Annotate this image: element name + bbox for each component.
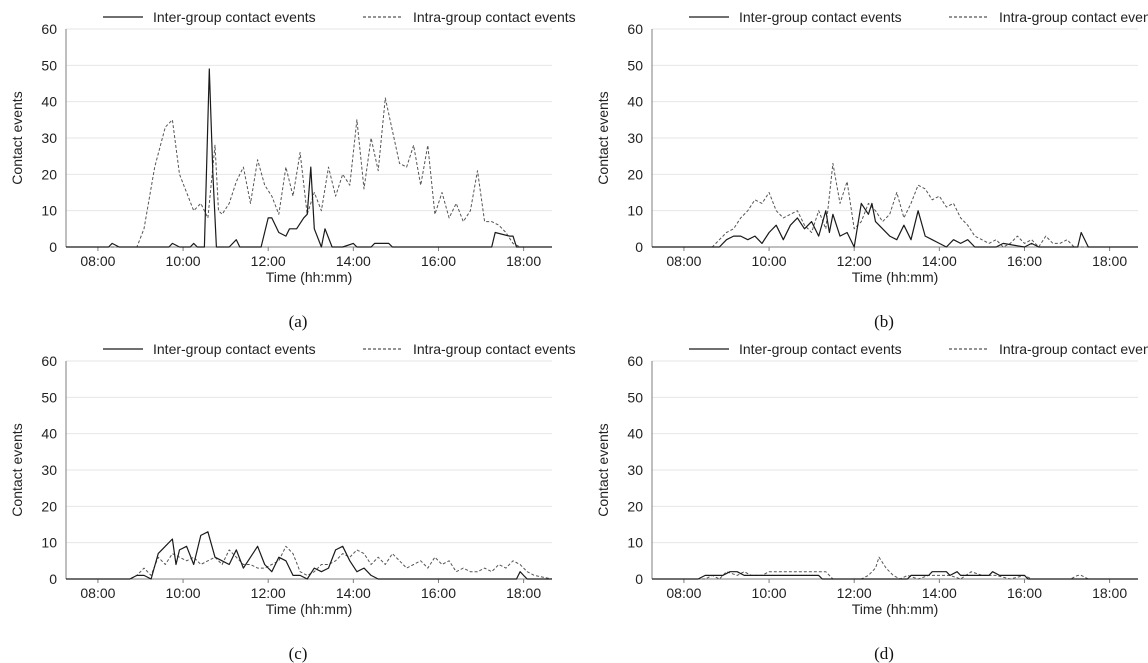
x-tick-label: 16:00: [421, 585, 456, 601]
y-tick-label: 0: [635, 239, 643, 255]
y-tick-label: 30: [41, 462, 57, 478]
x-tick-label: 12:00: [837, 585, 872, 601]
legend-label-inter: Inter-group contact events: [739, 9, 902, 25]
y-axis-label: Contact events: [9, 91, 25, 184]
panel-label: (b): [874, 312, 894, 331]
intra-group-series-line: [652, 162, 1138, 248]
x-tick-label: 14:00: [922, 253, 957, 269]
y-tick-label: 30: [627, 462, 643, 478]
x-axis-label: Time (hh:mm): [852, 269, 939, 285]
legend-label-inter: Inter-group contact events: [153, 341, 316, 357]
legend-label-inter: Inter-group contact events: [739, 341, 902, 357]
x-axis-label: Time (hh:mm): [266, 601, 353, 617]
y-tick-label: 60: [627, 353, 643, 369]
intra-group-series-line: [66, 545, 553, 580]
y-axis-label: Contact events: [595, 91, 611, 184]
legend-label-intra: Intra-group contact events: [999, 9, 1148, 25]
y-tick-label: 10: [41, 535, 57, 551]
x-tick-label: 18:00: [1092, 585, 1127, 601]
x-tick-label: 12:00: [837, 253, 872, 269]
chart-panel: 0 10 20 30 40 50 60 08:00 10:00 12:00 14:00 16:00 18…: [595, 341, 1148, 663]
y-tick-label: 20: [627, 498, 643, 514]
x-tick-label: 10:00: [166, 585, 201, 601]
y-tick-label: 60: [41, 353, 57, 369]
panel-label: (d): [874, 644, 894, 663]
x-tick-label: 08:00: [666, 253, 701, 269]
y-tick-label: 40: [41, 426, 57, 442]
x-tick-label: 10:00: [752, 253, 787, 269]
x-tick-label: 18:00: [1092, 253, 1127, 269]
x-tick-label: 16:00: [421, 253, 456, 269]
x-tick-label: 14:00: [922, 585, 957, 601]
x-tick-label: 12:00: [251, 585, 286, 601]
y-tick-label: 10: [627, 203, 643, 219]
legend-label-inter: Inter-group contact events: [153, 9, 316, 25]
y-tick-label: 20: [41, 166, 57, 182]
inter-group-series-line: [66, 531, 552, 580]
x-tick-label: 14:00: [336, 585, 371, 601]
y-axis-label: Contact events: [9, 423, 25, 516]
y-tick-label: 50: [41, 57, 57, 73]
y-tick-label: 30: [627, 130, 643, 146]
y-tick-label: 40: [627, 426, 643, 442]
x-tick-label: 14:00: [336, 253, 371, 269]
y-tick-label: 20: [627, 166, 643, 182]
panel-label: (a): [289, 312, 308, 331]
intra-group-series-line: [66, 97, 552, 248]
y-tick-label: 40: [41, 94, 57, 110]
x-tick-label: 16:00: [1007, 253, 1042, 269]
inter-group-series-line: [66, 68, 552, 248]
y-tick-label: 10: [41, 203, 57, 219]
y-tick-label: 0: [635, 571, 643, 587]
y-tick-label: 60: [627, 21, 643, 37]
y-tick-label: 50: [627, 389, 643, 405]
y-tick-label: 30: [41, 130, 57, 146]
x-tick-label: 16:00: [1007, 585, 1042, 601]
x-tick-label: 08:00: [80, 585, 115, 601]
x-tick-label: 18:00: [506, 585, 541, 601]
chart-panel: 0 10 20 30 40 50 60 08:00 10:00 12:00 14:00 16:00 18…: [595, 9, 1148, 331]
legend-label-intra: Intra-group contact events: [413, 9, 576, 25]
y-tick-label: 0: [49, 571, 57, 587]
y-tick-label: 50: [41, 389, 57, 405]
x-axis-label: Time (hh:mm): [852, 601, 939, 617]
inter-group-series-line: [652, 202, 1138, 248]
chart-panel: 0 10 20 30 40 50 60 08:00 10:00 12:00 14:00 16:00 18…: [9, 341, 576, 663]
intra-group-series-line: [652, 556, 1138, 580]
panel-label: (c): [289, 644, 308, 663]
x-tick-label: 12:00: [251, 253, 286, 269]
y-tick-label: 20: [41, 498, 57, 514]
x-tick-label: 08:00: [80, 253, 115, 269]
y-tick-label: 50: [627, 57, 643, 73]
x-tick-label: 10:00: [166, 253, 201, 269]
y-tick-label: 10: [627, 535, 643, 551]
chart-panel: 0 10 20 30 40 50 60 08:00 10:00 12:00 14:00 16:00 18…: [9, 9, 576, 331]
x-axis-label: Time (hh:mm): [266, 269, 353, 285]
inter-group-series-line: [652, 571, 1138, 580]
y-tick-label: 40: [627, 94, 643, 110]
legend-label-intra: Intra-group contact events: [999, 341, 1148, 357]
x-tick-label: 18:00: [506, 253, 541, 269]
legend-label-intra: Intra-group contact events: [413, 341, 576, 357]
y-tick-label: 0: [49, 239, 57, 255]
x-tick-label: 10:00: [752, 585, 787, 601]
y-tick-label: 60: [41, 21, 57, 37]
x-tick-label: 08:00: [666, 585, 701, 601]
y-axis-label: Contact events: [595, 423, 611, 516]
